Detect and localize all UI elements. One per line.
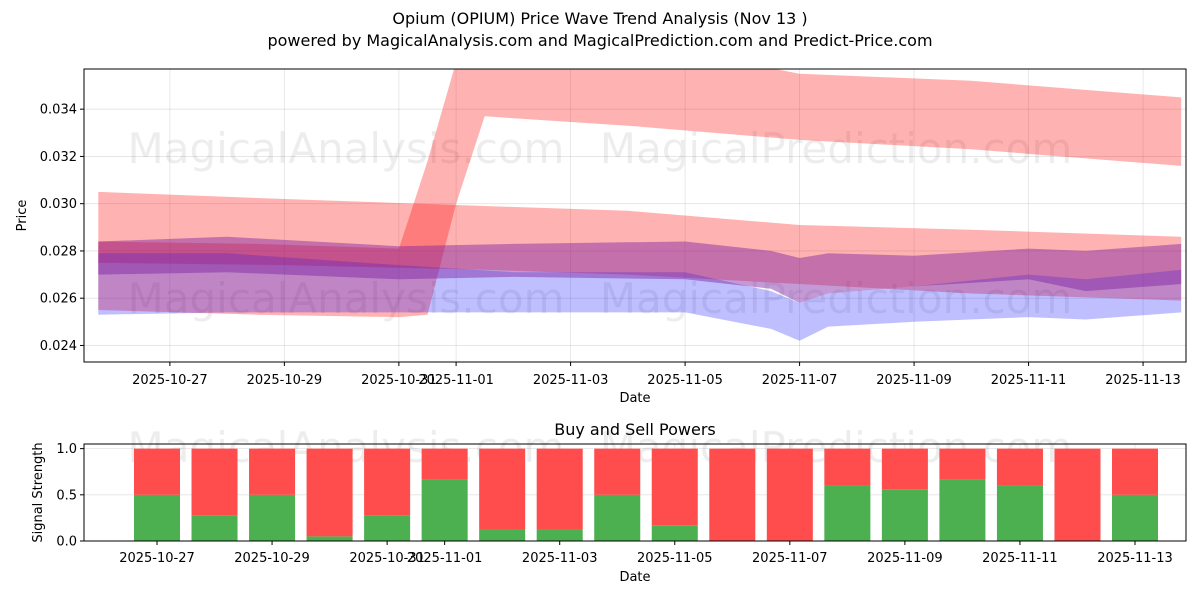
sell-bar	[306, 448, 353, 537]
y-tick-label: 1.0	[56, 442, 77, 457]
buy-bar	[249, 494, 296, 541]
sell-bar	[824, 448, 871, 486]
bands-group	[98, 69, 1182, 341]
x-tick-label: 2025-11-07	[752, 551, 828, 566]
plot-frame	[83, 68, 1187, 363]
buy-bar	[1111, 494, 1159, 541]
y-tick-label: 0.026	[40, 292, 77, 307]
chart-title: Opium (OPIUM) Price Wave Trend Analysis …	[392, 9, 808, 28]
sell-bar	[479, 448, 526, 530]
x-tick-label: 2025-11-13	[1105, 373, 1181, 388]
buy-bar	[364, 515, 411, 541]
y-tick-label: 0.0	[56, 535, 77, 550]
sell-bar	[709, 448, 756, 541]
y-axis-label: Price	[15, 200, 30, 232]
x-tick-label: 2025-10-27	[119, 551, 195, 566]
buy-bar	[421, 479, 468, 541]
x-tick-label: 2025-11-11	[982, 551, 1058, 566]
x-tick-label: 2025-11-09	[876, 373, 952, 388]
buy-bar	[594, 494, 641, 541]
sell-bar	[939, 448, 986, 480]
x-tick-label: 2025-10-29	[247, 373, 323, 388]
sell-bar	[1054, 448, 1101, 541]
buy-bar	[939, 479, 986, 541]
x-tick-label: 2025-11-03	[533, 373, 609, 388]
price-wave-chart: MagicalAnalysis.com MagicalPrediction.com…	[15, 68, 1187, 406]
x-tick-label: 2025-10-29	[234, 551, 310, 566]
buy-bar	[996, 485, 1043, 541]
sell-bar	[996, 448, 1043, 486]
x-tick-label: 2025-11-03	[522, 551, 598, 566]
band-purple-band	[98, 236, 1182, 303]
x-tick-label: 2025-10-27	[132, 373, 208, 388]
watermark-text: MagicalAnalysis.com	[128, 274, 565, 323]
y-tick-label: 0.032	[40, 150, 77, 165]
chart-subtitle: powered by MagicalAnalysis.com and Magic…	[267, 31, 933, 50]
buy-bar	[536, 529, 583, 541]
buy-bar	[881, 489, 928, 541]
buy-bar	[651, 525, 698, 541]
buy-bar	[133, 494, 181, 541]
y-tick-label: 0.024	[40, 339, 77, 354]
buy-bar	[306, 536, 353, 541]
sell-bar	[536, 448, 583, 530]
buy-sell-powers-chart: MagicalAnalysis.com MagicalPrediction.com…	[31, 420, 1187, 585]
sell-bar	[651, 448, 698, 526]
y-tick-label: 0.5	[56, 488, 77, 503]
y-tick-label: 0.034	[40, 103, 77, 118]
watermark-text: MagicalPrediction.com	[600, 274, 1073, 323]
y-axis-label: Signal Strength	[31, 442, 46, 542]
x-tick-label: 2025-11-13	[1097, 551, 1173, 566]
sell-bar	[1111, 448, 1159, 495]
x-tick-label: 2025-11-01	[418, 373, 494, 388]
x-tick-label: 2025-10-31	[349, 551, 425, 566]
watermark-text: MagicalAnalysis.com	[128, 124, 565, 173]
sell-bar	[594, 448, 641, 495]
x-tick-label: 2025-11-07	[762, 373, 838, 388]
sell-bar	[191, 448, 238, 516]
x-tick-label: 2025-10-31	[361, 373, 437, 388]
sell-bar	[421, 448, 468, 480]
y-tick-label: 0.030	[40, 197, 77, 212]
y-tick-label: 0.028	[40, 244, 77, 259]
sell-bar	[249, 448, 296, 495]
buy-bar	[479, 529, 526, 541]
watermark-text: MagicalPrediction.com	[600, 124, 1073, 173]
x-tick-label: 2025-11-11	[991, 373, 1067, 388]
x-tick-label: 2025-11-05	[647, 373, 723, 388]
sell-bar	[766, 448, 813, 541]
buy-bar	[824, 485, 871, 541]
sell-bar	[364, 448, 411, 516]
sell-bar	[133, 448, 181, 495]
subplot-title: Buy and Sell Powers	[554, 420, 716, 439]
x-axis-label: Date	[619, 570, 650, 585]
x-tick-label: 2025-11-01	[407, 551, 483, 566]
x-axis-label: Date	[619, 391, 650, 406]
buy-bar	[191, 515, 238, 541]
x-tick-label: 2025-11-09	[867, 551, 943, 566]
x-tick-label: 2025-11-05	[637, 551, 713, 566]
band-red-upper	[98, 191, 1182, 301]
sell-bar	[881, 448, 928, 490]
band-red-lower-jump	[98, 69, 1182, 318]
band-blue-band	[98, 253, 1182, 341]
plot-frame	[83, 443, 1187, 542]
